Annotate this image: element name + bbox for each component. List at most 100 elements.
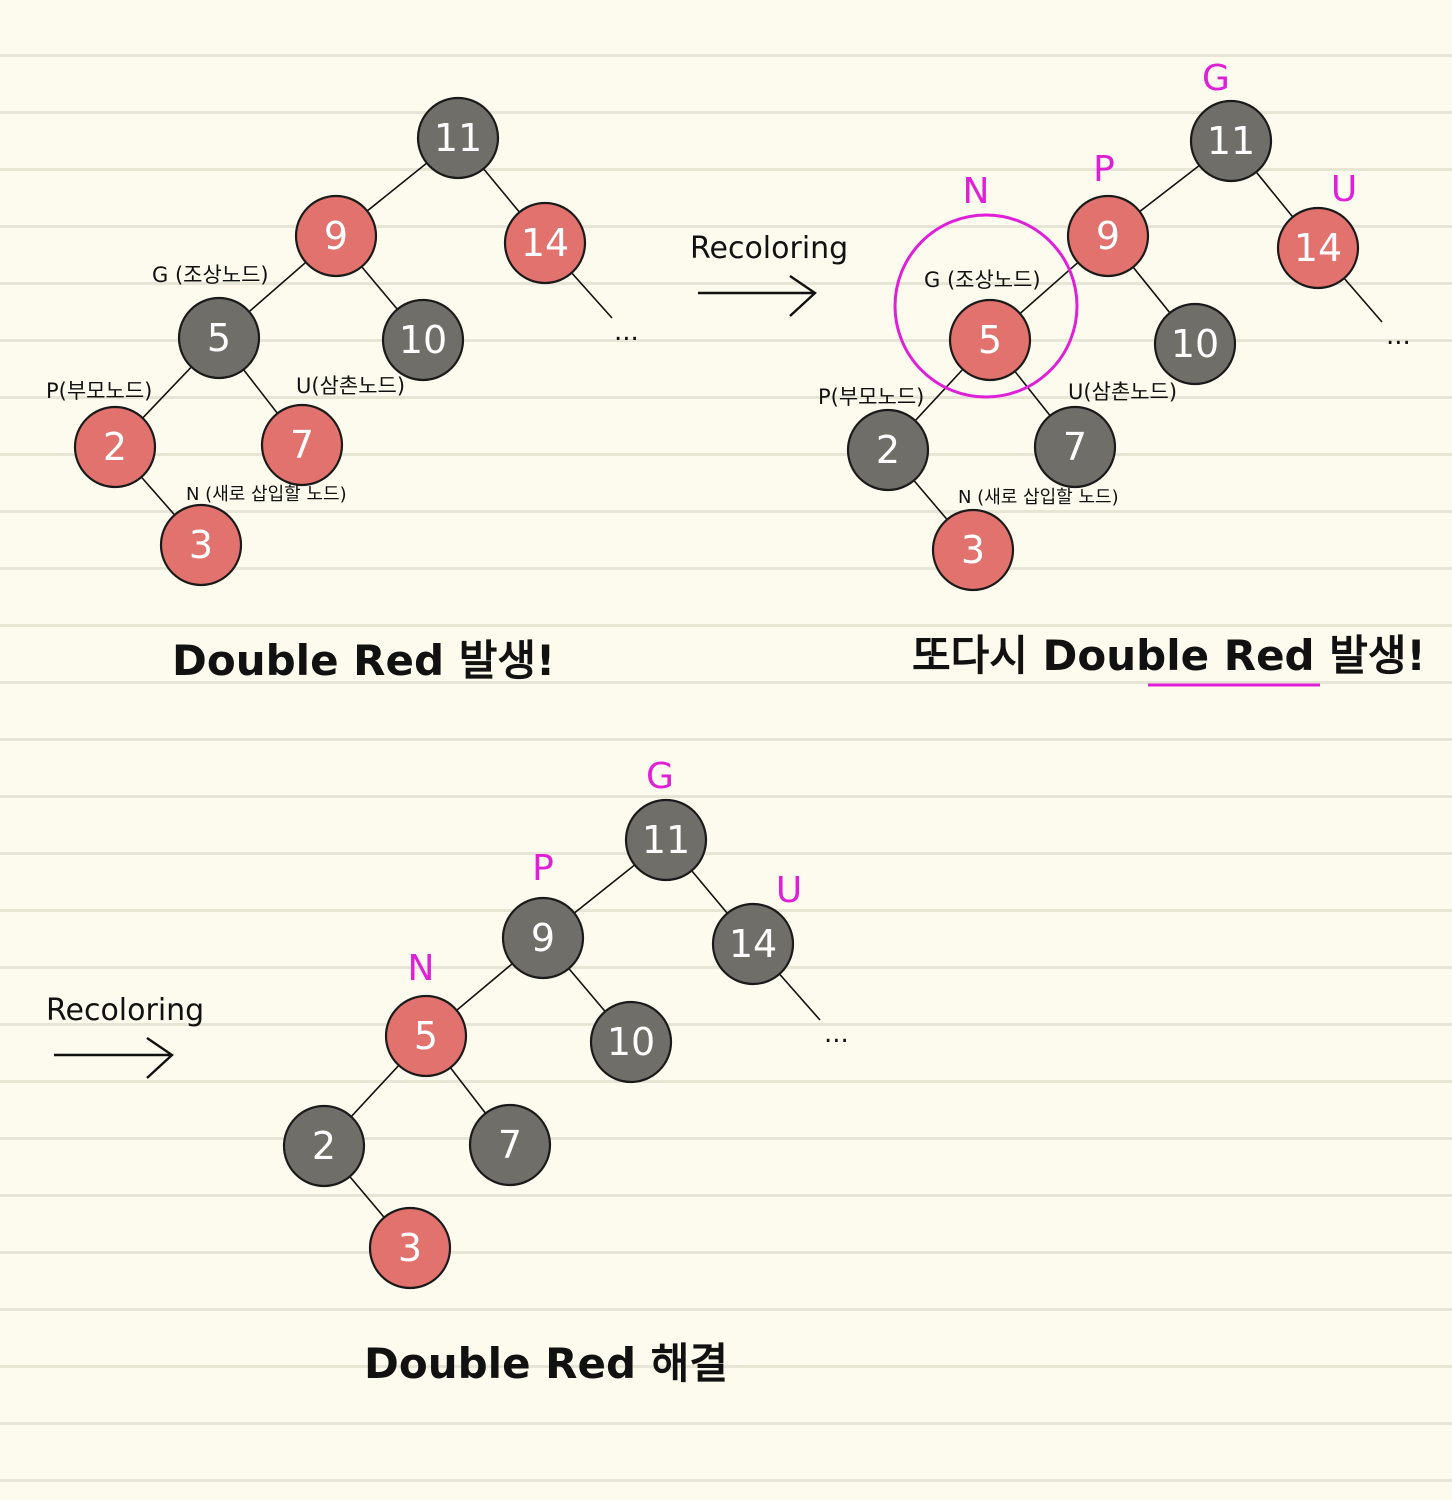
tree-node-circle (589, 1000, 673, 1084)
parent-label: P(부모노드) (818, 385, 924, 409)
tree-node: 7 (1033, 405, 1117, 489)
tree-node: 9 (501, 896, 585, 980)
tree-node-value: 2 (103, 425, 127, 469)
caption-double-red-again: 또다시 Double Red 발생! (912, 631, 1426, 680)
mark-u: U (1331, 169, 1357, 210)
caption-double-red-resolved: Double Red 해결 (364, 1339, 728, 1388)
grandparent-label: G (조상노드) (924, 268, 1041, 292)
mark-n: N (963, 171, 990, 212)
tree-node: 10 (589, 1000, 673, 1084)
tree-node-value: 9 (1096, 214, 1120, 258)
tree-node: 5 (384, 994, 468, 1078)
tree-node-circle (260, 403, 344, 487)
tree-node-value: 10 (1171, 322, 1219, 366)
tree-node-value: 3 (189, 523, 213, 567)
tree-node-value: 14 (1294, 226, 1342, 270)
tree-node-circle (1066, 194, 1150, 278)
tree-node-value: 5 (207, 316, 231, 360)
new-node-label: N (새로 삽입할 노드) (186, 484, 347, 505)
tree-node: 14 (711, 902, 795, 986)
ellipsis: ... (614, 317, 639, 347)
tree-node: 3 (368, 1206, 452, 1290)
tree-node-circle (416, 96, 500, 180)
recoloring-arrow-1: Recoloring (690, 231, 848, 317)
tree-node-circle (846, 408, 930, 492)
tree-node-value: 10 (607, 1020, 655, 1064)
tree-node-value: 3 (961, 528, 985, 572)
tree-node-value: 7 (498, 1123, 522, 1167)
tree-node: 14 (503, 201, 587, 285)
tree-node-circle (1276, 206, 1360, 290)
tree-node-circle (948, 298, 1032, 382)
tree-node-value: 14 (521, 221, 569, 265)
tree-node-circle (159, 503, 243, 587)
tree-node: 9 (1066, 194, 1150, 278)
tree-diagram-3: 11 9 14 5 10 2 7 3 G P U N ... Double Re… (282, 756, 849, 1388)
tree-node-value: 2 (876, 428, 900, 472)
caption-double-red-occurs: Double Red 발생! (172, 636, 555, 685)
tree-node-value: 11 (642, 818, 690, 862)
tree-node-circle (368, 1206, 452, 1290)
tree-node-value: 7 (290, 423, 314, 467)
recoloring-label: Recoloring (46, 993, 204, 1028)
ellipsis: ... (1386, 321, 1411, 351)
tree-node-circle (73, 405, 157, 489)
highlight-circle (893, 213, 1079, 399)
uncle-label: U(삼촌노드) (1068, 380, 1177, 404)
parent-label: P(부모노드) (46, 379, 152, 403)
right-arrow-icon (698, 275, 817, 317)
tree-node-circle (468, 1103, 552, 1187)
tree-node-circle (503, 201, 587, 285)
tree-node-value: 5 (978, 318, 1002, 362)
grandparent-label: G (조상노드) (152, 263, 269, 287)
tree-node-value: 7 (1063, 425, 1087, 469)
tree-node-circle (1153, 302, 1237, 386)
tree-node-circle (381, 298, 465, 382)
uncle-label: U(삼촌노드) (296, 374, 405, 398)
tree-node-value: 3 (398, 1226, 422, 1270)
new-node-label: N (새로 삽입할 노드) (958, 487, 1119, 508)
tree-node-circle (1189, 99, 1273, 183)
tree-node-circle (624, 798, 708, 882)
tree-node: 10 (381, 298, 465, 382)
tree-diagram-2: 11 9 14 5 10 2 7 3 G (조상노드) P(부모노드) U(삼촌… (818, 58, 1426, 687)
tree-node-value: 10 (399, 318, 447, 362)
tree-node-circle (177, 296, 261, 380)
tree-node: 5 (948, 298, 1032, 382)
tree-node-value: 11 (1207, 119, 1255, 163)
tree-node: 7 (260, 403, 344, 487)
tree-node: 3 (159, 503, 243, 587)
tree-node-circle (931, 508, 1015, 592)
tree-node-value: 9 (324, 214, 348, 258)
tree-node: 9 (294, 194, 378, 278)
tree-node-circle (501, 896, 585, 980)
tree-node-circle (384, 994, 468, 1078)
tree-node: 11 (624, 798, 708, 882)
ellipsis: ... (824, 1019, 849, 1049)
tree-node: 2 (846, 408, 930, 492)
tree-node-circle (282, 1104, 366, 1188)
tree-node: 14 (1276, 206, 1360, 290)
tree-node: 7 (468, 1103, 552, 1187)
tree-node-circle (1033, 405, 1117, 489)
right-arrow-icon (54, 1037, 174, 1079)
recoloring-label: Recoloring (690, 231, 848, 266)
tree-node-circle (294, 194, 378, 278)
tree-node: 3 (931, 508, 1015, 592)
mark-u: U (776, 870, 802, 911)
tree-node: 11 (1189, 99, 1273, 183)
tree-node: 2 (73, 405, 157, 489)
mark-g: G (1202, 58, 1230, 99)
tree-node-value: 5 (414, 1014, 438, 1058)
mark-p: P (532, 848, 554, 889)
tree-node: 10 (1153, 302, 1237, 386)
tree-node-value: 2 (312, 1124, 336, 1168)
tree-diagram-1: 11 9 14 5 10 2 7 3 G (조상노드) P(부모노드) U(삼촌… (46, 96, 639, 685)
recoloring-arrow-2: Recoloring (46, 993, 204, 1079)
mark-p: P (1093, 149, 1115, 190)
tree-node: 11 (416, 96, 500, 180)
tree-node-circle (711, 902, 795, 986)
tree-node-value: 9 (531, 916, 555, 960)
tree-node-value: 14 (729, 922, 777, 966)
